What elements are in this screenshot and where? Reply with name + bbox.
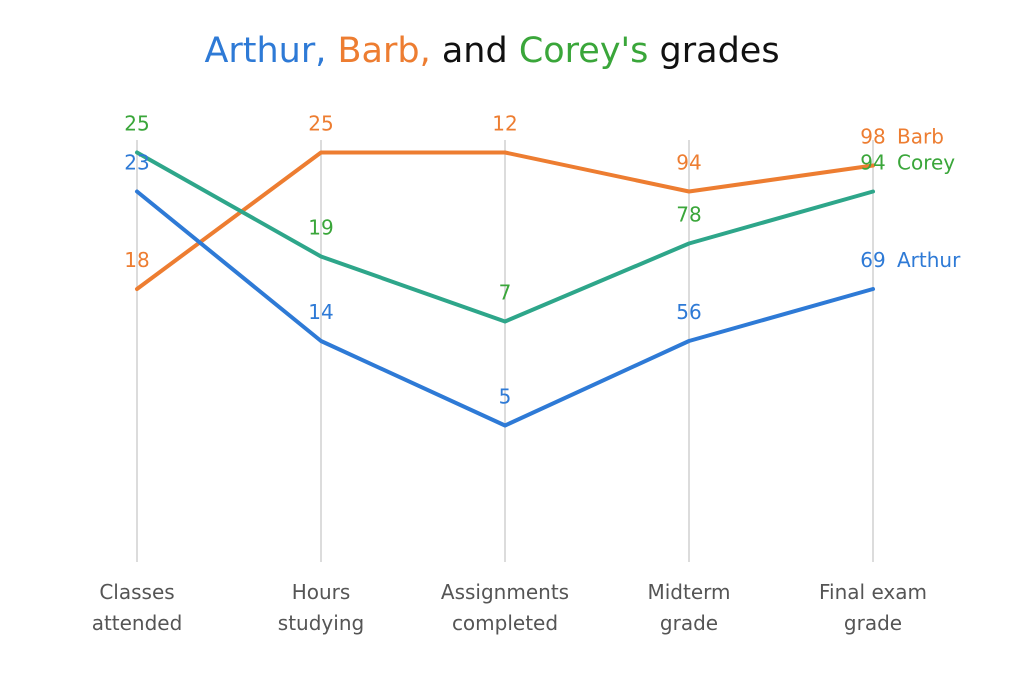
series-line-arthur [135, 189, 875, 428]
category-label-line: Final exam [819, 580, 927, 604]
series-label-arthur: Arthur [897, 248, 961, 272]
series-line-corey [135, 150, 875, 324]
category-label-2: Assignments completed [441, 580, 569, 635]
data-label-corey-3: 78 [676, 203, 701, 227]
category-label-line: Classes [99, 580, 174, 604]
category-label-line: attended [92, 611, 183, 635]
series-line-barb [135, 150, 875, 291]
title-part-4: grades [648, 31, 779, 71]
data-label-arthur-2: 5 [499, 385, 512, 409]
category-label-line: completed [452, 611, 558, 635]
series-label-corey: Corey [897, 151, 955, 175]
data-label-arthur-1: 14 [308, 300, 333, 324]
data-label-arthur-4: 69 [860, 248, 885, 272]
category-axes [136, 140, 874, 562]
data-label-barb-0: 18 [124, 248, 149, 272]
category-label-0: Classes attended [92, 580, 183, 635]
title-part-3: Corey's [508, 31, 649, 71]
category-label-line: Hours [292, 580, 351, 604]
category-label-line: grade [844, 611, 902, 635]
chart-title: Arthur, Barb, and Corey's grades [204, 31, 779, 71]
category-label-line: Midterm [647, 580, 730, 604]
category-label-line: Assignments [441, 580, 569, 604]
data-label-arthur-0: 23 [124, 151, 149, 175]
data-label-arthur-3: 56 [676, 300, 701, 324]
data-label-corey-1: 19 [308, 216, 333, 240]
data-label-corey-0: 25 [124, 112, 149, 136]
data-label-corey-4: 94 [860, 151, 885, 175]
data-label-barb-1: 25 [308, 112, 333, 136]
title-part-0: Arthur, [204, 31, 326, 71]
data-label-barb-4: 98 [860, 125, 885, 149]
category-label-line: grade [660, 611, 718, 635]
title-part-2: and [431, 31, 508, 71]
category-labels: Classes attended Hours studying Assignments c… [92, 580, 927, 635]
category-label-line: studying [278, 611, 364, 635]
data-label-barb-3: 94 [676, 151, 701, 175]
category-label-4: Final exam grade [819, 580, 927, 635]
series-label-barb: Barb [897, 125, 944, 149]
data-label-barb-2: 12 [492, 112, 517, 136]
data-label-corey-2: 7 [499, 281, 512, 305]
category-label-1: Hours studying [278, 580, 364, 635]
category-label-3: Midterm grade [647, 580, 730, 635]
title-part-1: Barb, [326, 31, 430, 71]
series-lines [135, 150, 875, 428]
